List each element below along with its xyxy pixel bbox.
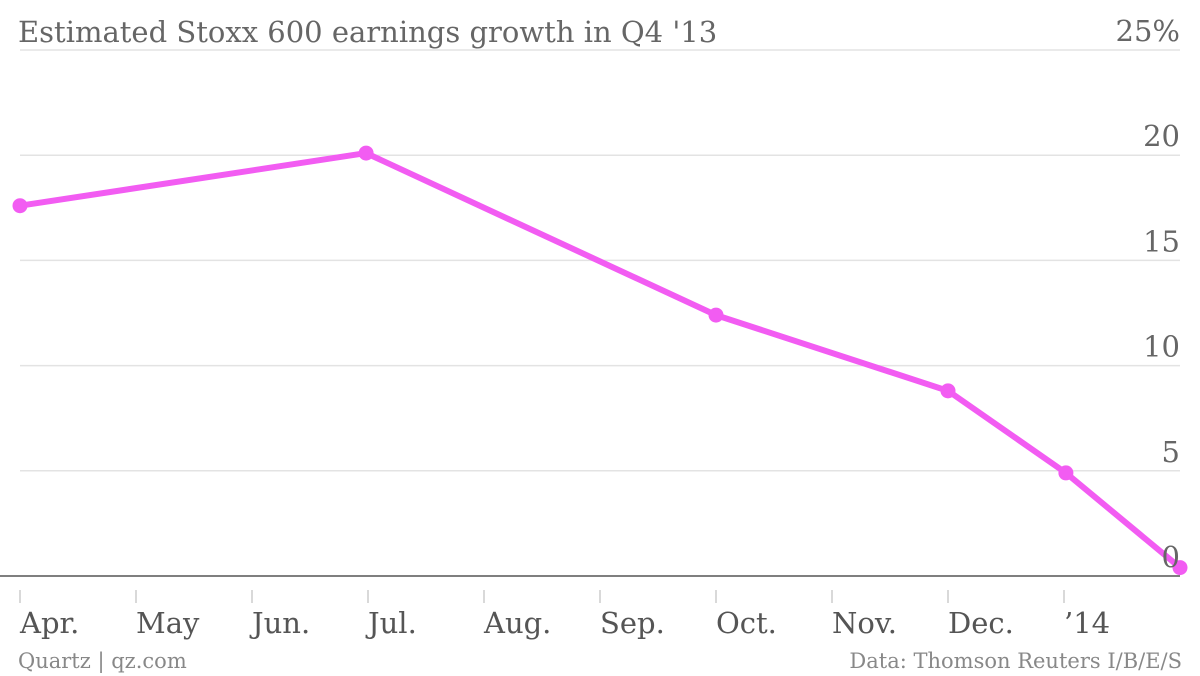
- x-tick-label: Nov.: [832, 606, 897, 640]
- source-label: Data: Thomson Reuters I/B/E/S: [849, 649, 1182, 673]
- x-tick-label: ’14: [1064, 606, 1110, 640]
- x-tick-label: Oct.: [716, 606, 777, 640]
- x-tick-label: Dec.: [948, 606, 1014, 640]
- data-points: [12, 145, 1188, 576]
- x-tick-label: May: [136, 606, 200, 640]
- x-tick-label: Sep.: [600, 606, 665, 640]
- x-tick-label: Jun.: [249, 606, 310, 640]
- chart-title: Estimated Stoxx 600 earnings growth in Q…: [18, 15, 717, 49]
- y-tick-label: 25%: [1116, 14, 1180, 48]
- data-point: [940, 383, 956, 399]
- credit-label: Quartz | qz.com: [18, 649, 187, 674]
- data-point: [708, 307, 724, 323]
- y-tick-label: 0: [1162, 540, 1180, 574]
- x-tick-label: Apr.: [19, 606, 79, 640]
- data-point: [1058, 465, 1074, 481]
- x-tick-labels: Apr. May Jun. Jul. Aug. Sep. Oct. Nov. Dec. ’14: [19, 606, 1110, 640]
- y-tick-label: 10: [1143, 330, 1180, 364]
- y-tick-label: 15: [1143, 224, 1180, 258]
- x-tick-marks: [19, 590, 1065, 603]
- y-tick-label: 5: [1162, 435, 1180, 469]
- y-tick-labels: 0 5 10 15 20 25%: [1116, 14, 1180, 574]
- data-point: [12, 198, 28, 214]
- series-line: [17, 150, 1183, 571]
- x-tick-label: Aug.: [483, 606, 551, 640]
- data-series: [17, 150, 1183, 571]
- data-point: [358, 145, 374, 161]
- y-tick-label: 20: [1143, 119, 1180, 153]
- x-tick-label: Jul.: [365, 606, 417, 640]
- data-point: [1172, 560, 1188, 576]
